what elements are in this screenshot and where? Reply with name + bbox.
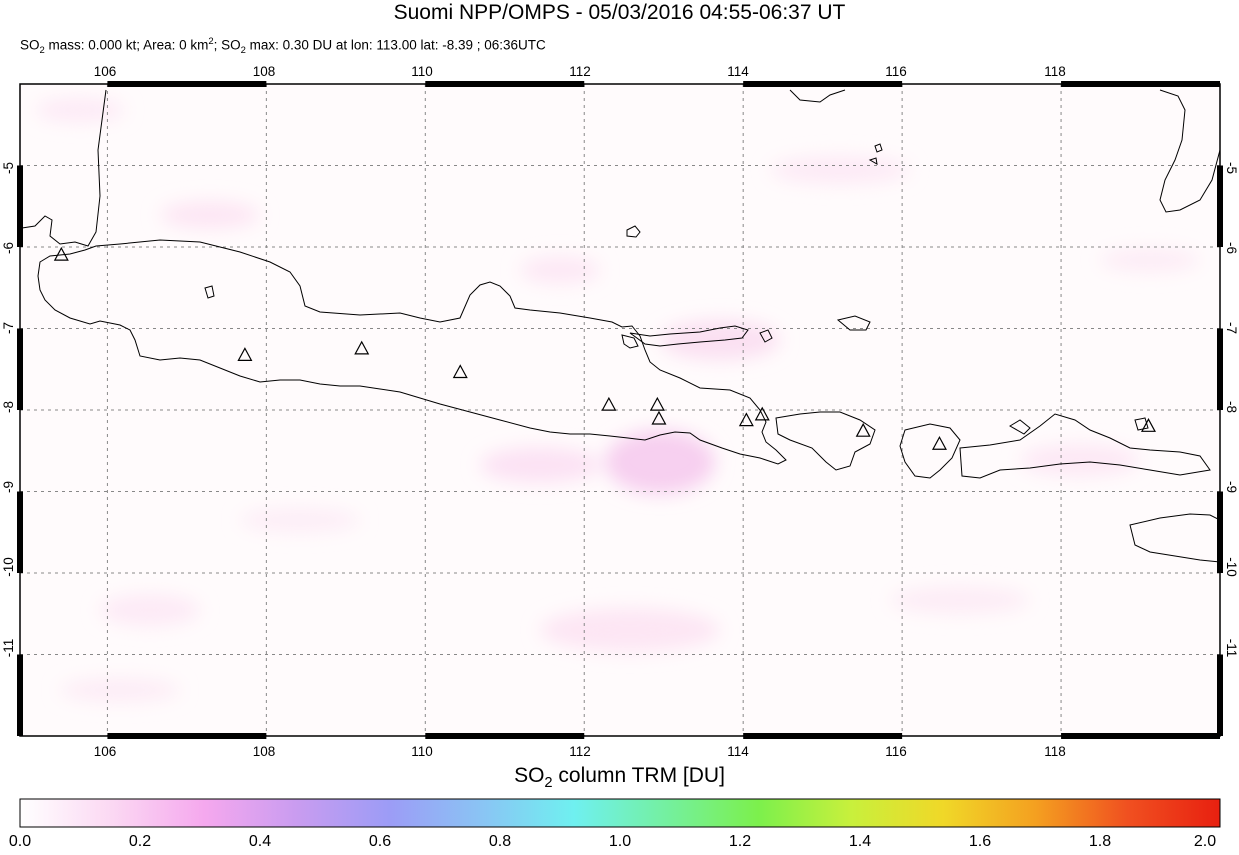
volcano-triangle <box>1140 418 1156 432</box>
colorbar-tick: 1.4 <box>848 833 872 850</box>
colorbar-tick: 0.0 <box>8 833 32 850</box>
frame-bar-segment <box>743 81 903 87</box>
lon-tick-bottom: 110 <box>411 744 433 759</box>
frame-bar-segment <box>1217 654 1223 736</box>
frame-bar-segment <box>17 491 23 573</box>
lon-axis-top: 106 108 110 112 114 116 118 <box>94 64 1066 79</box>
colorbar-tick: 0.4 <box>248 833 272 850</box>
lon-tick-bottom: 116 <box>885 744 907 759</box>
lon-tick-bottom: 114 <box>727 744 749 759</box>
volcano-triangle <box>855 422 871 437</box>
frame-bar-segment <box>17 654 23 736</box>
lon-tick-top: 106 <box>94 64 117 79</box>
so2-field <box>35 98 1200 702</box>
lon-tick-bottom: 106 <box>94 744 117 759</box>
colorbar-title: SO2 column TRM [DU] <box>514 764 725 792</box>
frame-bar-segment <box>425 81 585 87</box>
colorbar-tick: 1.8 <box>1088 833 1112 850</box>
lon-tick-top: 108 <box>253 64 276 79</box>
volcano-triangle <box>601 396 617 411</box>
colorbar-tick: 1.2 <box>728 833 752 850</box>
lat-tick-right: -9 <box>1224 481 1239 493</box>
lat-tick-right: -6 <box>1224 242 1239 254</box>
lon-tick-top: 110 <box>411 64 433 79</box>
volcano-triangle <box>237 347 253 361</box>
lat-tick-left: -8 <box>1 401 16 413</box>
lat-axis-right: -5 -6 -7 -8 -9 -10 -11 <box>1224 162 1239 657</box>
colorbar-tick: 0.6 <box>368 833 392 850</box>
frame-bar-segment <box>1217 328 1223 410</box>
frame-bar-segment <box>425 733 585 739</box>
frame-bar-segment <box>17 328 23 410</box>
volcano-triangle <box>53 246 69 261</box>
lat-tick-left: -11 <box>1 639 16 658</box>
lon-tick-top: 114 <box>727 64 749 79</box>
volcano-triangle <box>354 340 370 355</box>
lon-tick-top: 116 <box>885 64 907 79</box>
volcano-triangle <box>931 435 947 450</box>
colorbar-tick: 2.0 <box>1193 833 1217 850</box>
volcano-triangle <box>649 396 665 411</box>
volcano-triangle <box>452 364 468 379</box>
lat-axis-left: -5 -6 -7 -8 -9 -10 -11 <box>1 162 16 657</box>
lat-tick-right: -7 <box>1224 322 1239 334</box>
lon-tick-bottom: 118 <box>1044 744 1066 759</box>
colorbar-tick: 0.2 <box>128 833 152 850</box>
volcano-triangle <box>651 410 667 425</box>
lon-tick-top: 118 <box>1044 64 1066 79</box>
map-plot-area <box>17 81 1223 739</box>
lon-tick-top: 112 <box>569 64 591 79</box>
lat-tick-right: -8 <box>1224 401 1239 413</box>
colorbar <box>19 798 1221 828</box>
colorbar-tick: 1.0 <box>608 833 632 850</box>
volcano-triangle <box>754 406 770 421</box>
lon-tick-bottom: 108 <box>253 744 276 759</box>
lat-tick-right: -11 <box>1224 639 1239 658</box>
lat-tick-left: -6 <box>1 242 16 254</box>
lat-tick-right: -5 <box>1224 162 1239 174</box>
frame-bar-segment <box>1061 81 1220 87</box>
lat-tick-left: -9 <box>1 481 16 493</box>
map-subtitle: SO2 mass: 0.000 kt; Area: 0 km2; SO2 max… <box>20 36 546 57</box>
colorbar-gradient <box>19 798 1221 828</box>
frame-bar-segment <box>107 81 267 87</box>
frame-bar-segment <box>743 733 903 739</box>
lon-tick-bottom: 112 <box>569 744 591 759</box>
frame-bar-segment <box>17 165 23 247</box>
volcano-triangle <box>738 412 754 427</box>
lon-axis-bottom: 106 108 110 112 114 116 118 <box>94 744 1066 759</box>
lat-tick-right: -10 <box>1224 557 1239 577</box>
colorbar-tick: 1.6 <box>968 833 992 850</box>
map-title: Suomi NPP/OMPS - 05/03/2016 04:55-06:37 … <box>393 1 846 24</box>
lat-tick-left: -5 <box>1 162 16 174</box>
frame-bar-segment <box>1217 165 1223 247</box>
frame-bar-segment <box>1061 733 1220 739</box>
colorbar-tick: 0.8 <box>488 833 512 850</box>
frame-scale-bars <box>17 81 1223 739</box>
frame-bar-segment <box>107 733 267 739</box>
frame-bar-segment <box>1217 491 1223 573</box>
lat-tick-left: -7 <box>1 322 16 334</box>
coastlines <box>21 89 1220 563</box>
lat-tick-left: -10 <box>1 557 16 577</box>
volcano-markers <box>53 246 1156 450</box>
